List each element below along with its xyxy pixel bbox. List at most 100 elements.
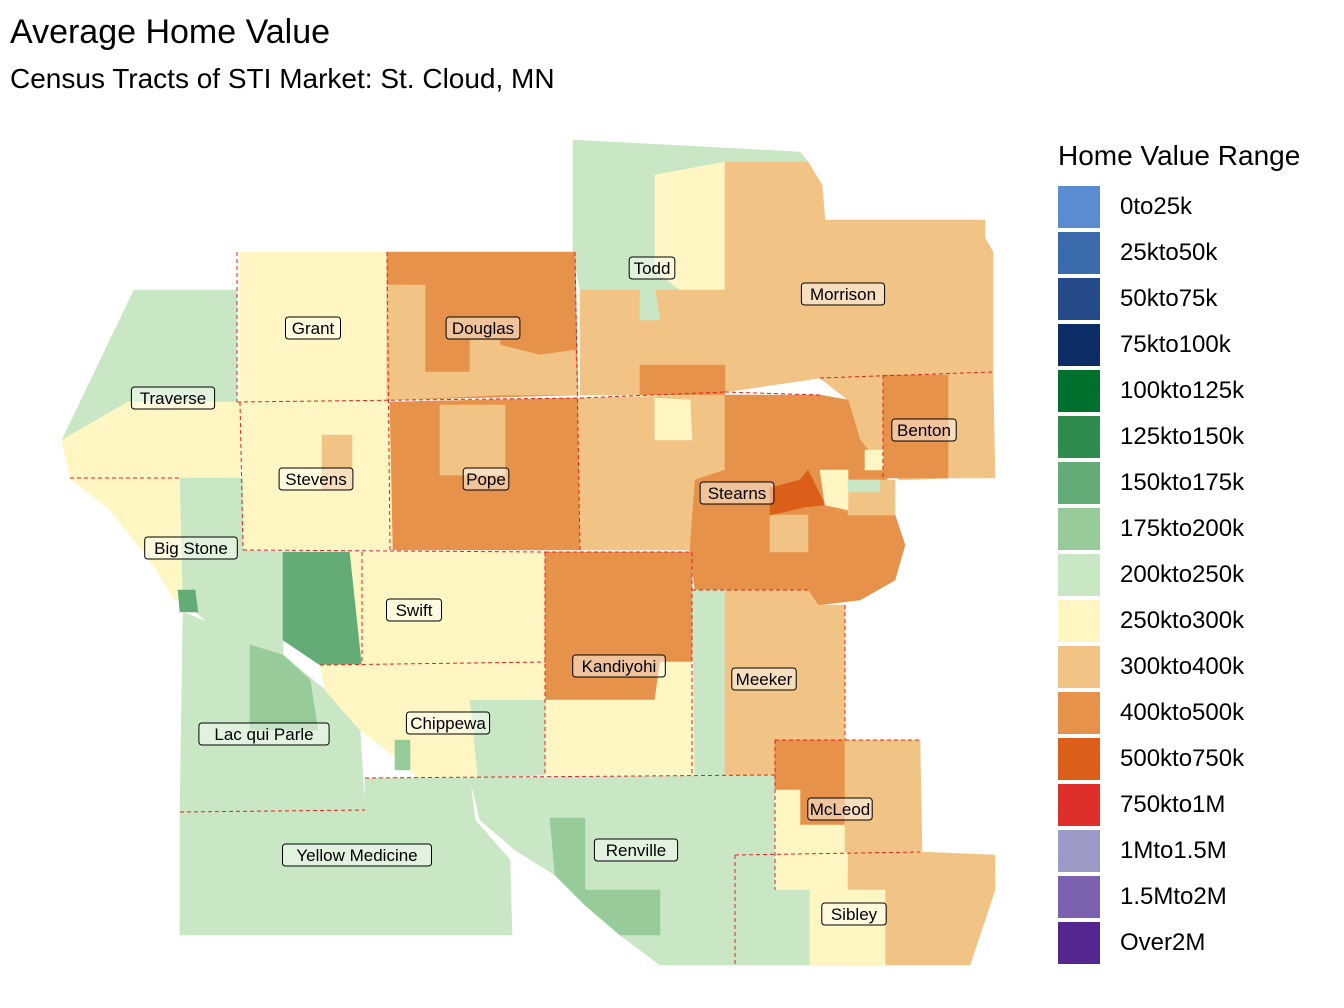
county-label: Morrison [800,282,886,306]
county-boundary [364,774,776,779]
county-name: Renville [606,841,666,860]
county-label-box [285,316,341,340]
legend-swatch [1058,646,1100,688]
county-name: Stevens [285,470,346,489]
county-label: Chippewa [405,711,491,735]
tract-region [386,284,501,401]
county-label-box [130,386,216,410]
county-label-box [807,797,873,821]
tract-region [847,479,881,493]
legend-swatch [1058,278,1100,320]
tract-region [819,469,849,511]
county-label-box [731,667,797,691]
county-name: Meeker [736,670,793,689]
legend-label: 0to25k [1120,193,1193,220]
tract-regions [61,139,996,966]
county-labels: Todd Morrison Grant Douglas Traverse Benton St… [130,256,957,926]
county-label: Benton [891,418,957,442]
legend-swatch [1058,554,1100,596]
legend-label: 25kto50k [1120,239,1218,266]
county-boundary [386,251,391,551]
county-label: Douglas [445,316,521,340]
tract-region [864,449,884,471]
county-boundary [319,661,546,666]
legend-label: Over2M [1120,929,1206,956]
legend-label: 175kto200k [1120,515,1245,542]
tract-region [61,401,241,479]
legend-label: 1Mto1.5M [1120,837,1227,864]
tract-region [394,739,411,771]
county-label: McLeod [807,797,873,821]
county-boundary [179,809,366,813]
legend-label: 750kto1M [1120,791,1226,818]
county-name: Grant [292,319,335,338]
county-boundary [574,251,581,551]
legend-item: 1Mto1.5M [1058,828,1342,874]
legend-item: 25kto50k [1058,230,1342,276]
legend-label: 250kto300k [1120,607,1245,634]
legend-item: 175kto200k [1058,506,1342,552]
county-label: Lac qui Parle [198,722,330,746]
chart-subtitle: Census Tracts of STI Market: St. Cloud, … [10,63,555,94]
legend-swatch [1058,784,1100,826]
tract-region [809,889,886,966]
county-label: Stevens [278,467,354,491]
legend-item: 1.5Mto2M [1058,874,1342,920]
legend-label: 100kto125k [1120,377,1245,404]
tract-region [639,289,661,321]
tract-region [639,364,726,396]
tract-region [179,777,513,936]
county-name: Swift [396,601,433,620]
county-label: Stearns [699,481,775,505]
legend-swatch [1058,922,1100,964]
legend-label: 150kto175k [1120,469,1245,496]
legend-item: 400kto500k [1058,690,1342,736]
county-boundary [579,391,726,399]
county-label-box [278,467,354,491]
legend-item: Over2M [1058,920,1342,966]
tract-region [469,699,546,779]
legend-label: 400kto500k [1120,699,1245,726]
county-label: Traverse [130,386,216,410]
county-name: Kandiyohi [582,657,657,676]
county-name: Yellow Medicine [296,846,417,865]
county-label-box [628,256,676,280]
tract-region [549,817,661,936]
county-name: McLeod [810,800,870,819]
legend-swatch [1058,508,1100,550]
county-name: Traverse [140,389,206,408]
legend-label: 125kto150k [1120,423,1245,450]
county-label: Sibley [821,902,887,926]
county-label: Kandiyohi [572,654,666,678]
legend-swatch [1058,462,1100,504]
tract-region [349,551,546,666]
legend-label: 200kto250k [1120,561,1245,588]
county-name: Sibley [831,905,878,924]
tract-region [844,739,923,853]
legend-item: 250kto300k [1058,598,1342,644]
county-name: Lac qui Parle [214,725,313,744]
legend-swatch [1058,232,1100,274]
legend-label: 300kto400k [1120,653,1245,680]
legend-item: 50kto75k [1058,276,1342,322]
legend-label: 1.5Mto2M [1120,883,1227,910]
legend-item: 300kto400k [1058,644,1342,690]
legend-item: 150kto175k [1058,460,1342,506]
legend-label: 75kto100k [1120,331,1231,358]
choropleth-map: Todd Morrison Grant Douglas Traverse Benton St… [61,139,996,966]
legend-swatch [1058,692,1100,734]
legend-item: 0to25k [1058,184,1342,230]
tract-region [654,397,693,441]
county-label-box [821,902,887,926]
legend-swatch [1058,370,1100,412]
county-label-box [282,843,432,867]
tract-region [691,589,726,776]
county-label-box [891,418,957,442]
tract-region [439,404,506,476]
legend-swatch [1058,738,1100,780]
county-label-box [386,598,442,622]
county-name: Todd [634,259,671,278]
legend-swatch [1058,416,1100,458]
legend: Home Value Range 0to25k 25kto50k 50kto75k 7… [1058,136,1342,966]
county-label: Renville [593,838,679,862]
